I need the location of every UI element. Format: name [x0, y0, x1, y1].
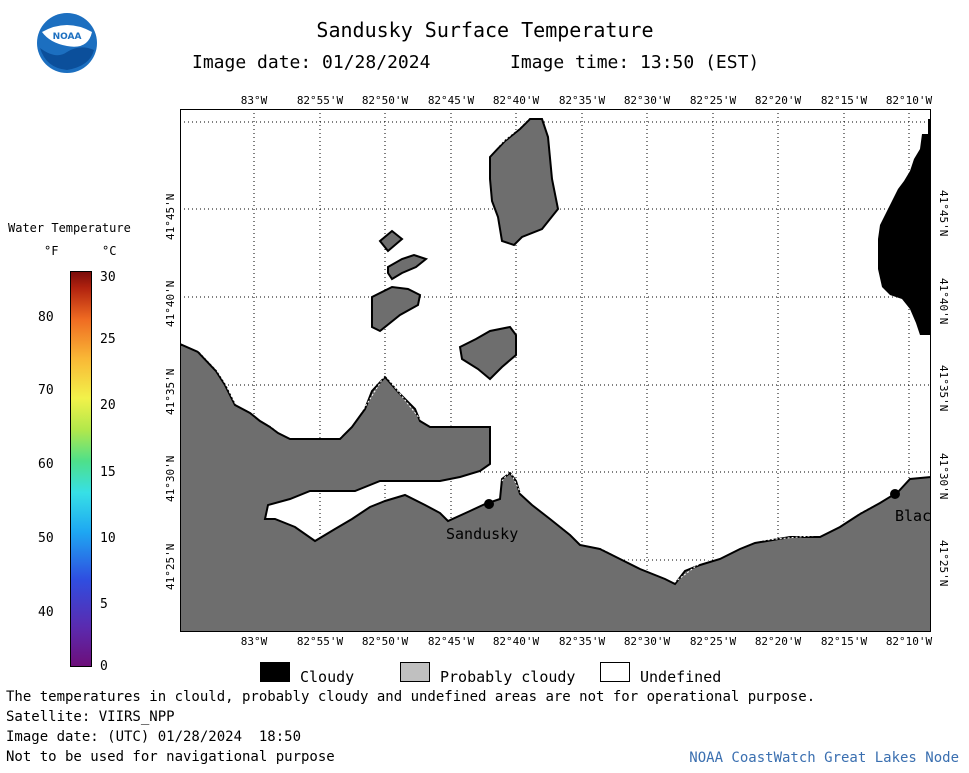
lon-top-82-20w: 82°20'W: [754, 94, 802, 107]
city-label-sandusky: Sandusky: [446, 525, 519, 543]
image-date: Image date: 01/28/2024: [192, 52, 431, 73]
c-tick-0: 0: [100, 659, 108, 674]
c-tick-10: 10: [100, 531, 116, 546]
lon-top-82-35w: 82°35'W: [558, 94, 606, 107]
disclaimer-text: The temperatures in clould, probably clo…: [6, 689, 816, 705]
lon-bottom-82-35w: 82°35'W: [558, 635, 606, 648]
lon-bottom-83w: 83°W: [240, 635, 268, 648]
c-tick-20: 20: [100, 398, 116, 413]
f-tick-40: 40: [38, 605, 54, 620]
lon-bottom-82-45w: 82°45'W: [427, 635, 475, 648]
noaa-logo: NOAA: [36, 12, 98, 74]
lat-left-41-25n: 41°25'N: [164, 543, 177, 590]
cloudy-region: [878, 119, 931, 335]
c-tick-25: 25: [100, 332, 116, 347]
svg-text:NOAA: NOAA: [53, 32, 82, 42]
lon-bottom-82-40w: 82°40'W: [492, 635, 540, 648]
lon-top-82-25w: 82°25'W: [689, 94, 737, 107]
legend-label-cloudy: Cloudy: [300, 668, 355, 686]
f-tick-50: 50: [38, 531, 54, 546]
map-area[interactable]: Sandusky Blac: [180, 109, 931, 632]
lon-bottom-82-15w: 82°15'W: [820, 635, 868, 648]
navigation-warning: Not to be used for navigational purpose: [6, 749, 335, 765]
lat-right-41-30n: 41°30'N: [937, 453, 950, 500]
legend-swatch-undefined: [600, 662, 630, 682]
utc-date-text: Image date: (UTC) 01/28/2024 18:50: [6, 729, 302, 745]
lon-top-82-55w: 82°55'W: [296, 94, 344, 107]
unit-fahrenheit: °F: [44, 244, 59, 258]
credit-text: NOAA CoastWatch Great Lakes Node: [689, 750, 959, 766]
map-title: Sandusky Surface Temperature: [316, 18, 654, 42]
lon-top-82-30w: 82°30'W: [623, 94, 671, 107]
image-time: Image time: 13:50 (EST): [510, 52, 760, 73]
unit-celsius: °C: [102, 244, 117, 258]
lat-left-41-45n: 41°45'N: [164, 193, 177, 240]
c-tick-30: 30: [100, 270, 116, 285]
lon-bottom-82-10w: 82°10'W: [885, 635, 933, 648]
legend-swatch-cloudy: [260, 662, 290, 682]
legend-swatch-probably-cloudy: [400, 662, 430, 682]
lon-bottom-82-20w: 82°20'W: [754, 635, 802, 648]
lon-bottom-82-50w: 82°50'W: [361, 635, 409, 648]
lon-top-83w: 83°W: [240, 94, 268, 107]
c-tick-15: 15: [100, 465, 116, 480]
land: [180, 118, 931, 632]
lon-bottom-82-30w: 82°30'W: [623, 635, 671, 648]
lat-left-41-30n: 41°30'N: [164, 455, 177, 502]
lon-top-82-40w: 82°40'W: [492, 94, 540, 107]
lon-bottom-82-25w: 82°25'W: [689, 635, 737, 648]
lat-left-41-40n: 41°40'N: [164, 280, 177, 327]
f-tick-80: 80: [38, 310, 54, 325]
lon-top-82-45w: 82°45'W: [427, 94, 475, 107]
blac-marker: [890, 489, 900, 499]
temperature-colorbar: [70, 271, 92, 667]
lon-bottom-82-55w: 82°55'W: [296, 635, 344, 648]
f-tick-70: 70: [38, 383, 54, 398]
city-label-blac: Blac: [895, 507, 932, 525]
satellite-text: Satellite: VIIRS_NPP: [6, 709, 175, 725]
sandusky-marker: [484, 499, 494, 509]
lat-right-41-45n: 41°45'N: [937, 190, 950, 237]
c-tick-5: 5: [100, 597, 108, 612]
lat-right-41-40n: 41°40'N: [937, 278, 950, 325]
f-tick-60: 60: [38, 457, 54, 472]
lat-right-41-35n: 41°35'N: [937, 365, 950, 412]
lon-top-82-15w: 82°15'W: [820, 94, 868, 107]
lat-right-41-25n: 41°25'N: [937, 540, 950, 587]
colorbar-title: Water Temperature: [8, 221, 131, 235]
lon-top-82-50w: 82°50'W: [361, 94, 409, 107]
lat-left-41-35n: 41°35'N: [164, 368, 177, 415]
legend-label-probably-cloudy: Probably cloudy: [440, 668, 576, 686]
legend-label-undefined: Undefined: [640, 668, 722, 686]
lon-top-82-10w: 82°10'W: [885, 94, 933, 107]
